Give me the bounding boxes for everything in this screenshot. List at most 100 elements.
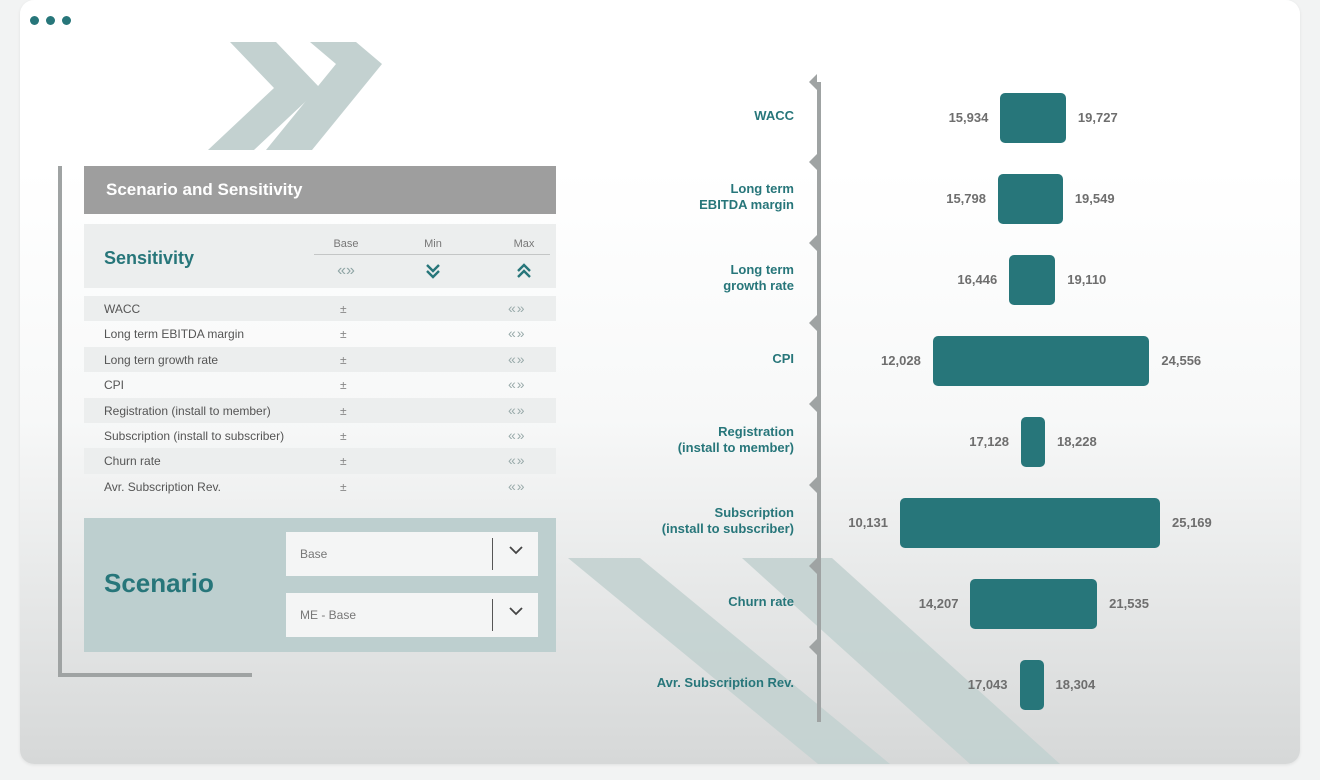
table-row: Churn rate ± «» xyxy=(84,448,556,474)
select-divider xyxy=(492,538,493,570)
window-dot-icon xyxy=(30,16,39,25)
tornado-bar[interactable] xyxy=(1009,255,1056,305)
high-value-label: 19,727 xyxy=(1077,110,1118,125)
table-row: Long tern growth rate ± «» xyxy=(84,346,556,373)
tornado-bar[interactable] xyxy=(997,174,1063,224)
double-chevron-icon[interactable]: «» xyxy=(508,426,526,443)
plus-minus-icon[interactable]: ± xyxy=(340,454,347,469)
table-row: Registration (install to member) ± «» xyxy=(84,397,556,423)
select-divider xyxy=(492,599,493,631)
background-decoration xyxy=(208,42,1060,764)
high-value-label: 18,304 xyxy=(1055,677,1096,692)
axis-tick xyxy=(809,315,817,331)
column-min: Min xyxy=(424,238,442,250)
sensitivity-title: Sensitivity xyxy=(104,248,195,268)
window-dots xyxy=(30,16,71,25)
chevron-decoration-icon xyxy=(208,42,320,150)
double-chevron-icon[interactable]: «» xyxy=(508,376,526,393)
low-value-label: 14,207 xyxy=(918,596,959,611)
row-label: Subscription (install to subscriber) xyxy=(104,428,285,443)
plus-minus-icon[interactable]: ± xyxy=(340,352,347,367)
stripe-decoration-icon xyxy=(742,558,1060,764)
low-value-label: 17,043 xyxy=(967,677,1008,692)
app-window: Scenario and Sensitivity Sensitivity Bas… xyxy=(20,0,1300,764)
scenario-select[interactable]: Base xyxy=(286,532,538,576)
low-value-label: 16,446 xyxy=(957,272,998,287)
category-label: Subscription (install to subscriber) xyxy=(661,505,794,536)
panel-frame xyxy=(58,673,252,677)
low-value-label: 15,934 xyxy=(948,110,989,125)
double-chevron-icon[interactable]: «» xyxy=(508,300,526,316)
plus-minus-icon[interactable]: ± xyxy=(340,327,347,342)
axis-tick xyxy=(809,477,817,493)
scenario-select-value: Base xyxy=(300,547,328,561)
tornado-bar[interactable] xyxy=(1019,660,1044,710)
double-chevron-icon[interactable]: «» xyxy=(508,325,526,342)
scenario-title: Scenario xyxy=(104,568,214,598)
row-label: Long term EBITDA margin xyxy=(104,327,245,342)
axis-tick xyxy=(809,235,817,251)
table-row: Avr. Subscription Rev. ± «» xyxy=(84,474,556,499)
column-rule xyxy=(314,254,550,255)
plus-minus-icon[interactable]: ± xyxy=(340,378,347,393)
tornado-bar[interactable] xyxy=(1020,417,1045,467)
row-label: Churn rate xyxy=(104,454,161,469)
chart-axis xyxy=(817,82,821,722)
axis-tick xyxy=(809,558,817,574)
plus-minus-icon[interactable]: ± xyxy=(340,428,347,443)
plus-minus-icon[interactable]: ± xyxy=(340,479,347,494)
window-dot-icon xyxy=(46,16,55,25)
category-label: Avr. Subscription Rev. xyxy=(656,675,794,690)
double-chevron-icon[interactable]: «» xyxy=(508,452,526,469)
high-value-label: 25,169 xyxy=(1172,515,1212,530)
tornado-bar[interactable] xyxy=(900,498,1160,548)
axis-tick xyxy=(809,154,817,170)
table-row: CPI ± «» xyxy=(84,372,556,397)
category-label: Long term EBITDA margin xyxy=(699,181,794,212)
panel-frame xyxy=(58,166,62,676)
category-label: CPI xyxy=(772,351,794,366)
sensitivity-header: Sensitivity Base Min Max «» xyxy=(84,224,556,288)
chevron-down-icon[interactable] xyxy=(508,603,524,622)
panel-title: Scenario and Sensitivity xyxy=(84,166,556,214)
double-chevron-icon[interactable]: «» xyxy=(508,401,526,418)
table-row: WACC ± «» xyxy=(84,296,556,322)
row-label: CPI xyxy=(104,378,125,393)
category-label: Registration (install to member) xyxy=(677,424,794,455)
axis-tick xyxy=(809,639,817,655)
category-label: Long term growth rate xyxy=(723,262,794,293)
table-row: Long term EBITDA margin ± «» xyxy=(84,321,556,346)
column-base: Base xyxy=(333,238,359,250)
scenario-sub-select-value: ME - Base xyxy=(300,608,357,622)
scenario-sub-select[interactable]: ME - Base xyxy=(286,593,538,637)
row-label: Registration (install to member) xyxy=(104,403,271,418)
row-label: Avr. Subscription Rev. xyxy=(104,479,221,494)
plus-minus-icon[interactable]: ± xyxy=(340,302,347,316)
low-value-label: 15,798 xyxy=(946,191,986,206)
max-chevron-up-icon[interactable] xyxy=(494,262,554,285)
high-value-label: 19,110 xyxy=(1067,272,1107,287)
category-label: WACC xyxy=(754,108,794,123)
row-label: WACC xyxy=(104,302,141,316)
tornado-bar[interactable] xyxy=(1000,93,1066,143)
double-chevron-icon[interactable]: «» xyxy=(508,350,526,367)
min-chevron-down-icon[interactable] xyxy=(403,262,463,285)
tornado-bar[interactable] xyxy=(932,336,1150,386)
table-row: Subscription (install to subscriber) ± «» xyxy=(84,423,556,448)
base-toggle-icon[interactable]: «» xyxy=(337,262,355,279)
row-label: Long tern growth rate xyxy=(104,352,219,367)
low-value-label: 17,128 xyxy=(969,434,1009,449)
stripe-decoration-icon xyxy=(568,558,890,764)
low-value-label: 12,028 xyxy=(881,353,921,368)
chevron-down-icon[interactable] xyxy=(508,542,524,561)
double-chevron-icon[interactable]: «» xyxy=(508,477,526,494)
chevron-decoration-icon xyxy=(266,42,382,150)
plus-minus-icon[interactable]: ± xyxy=(340,403,347,418)
category-label: Churn rate xyxy=(728,594,794,609)
tornado-bar[interactable] xyxy=(970,579,1098,629)
column-max: Max xyxy=(513,238,535,250)
axis-tick xyxy=(809,396,817,412)
axis-tick xyxy=(809,74,817,90)
window-dot-icon xyxy=(62,16,71,25)
high-value-label: 18,228 xyxy=(1056,434,1097,449)
